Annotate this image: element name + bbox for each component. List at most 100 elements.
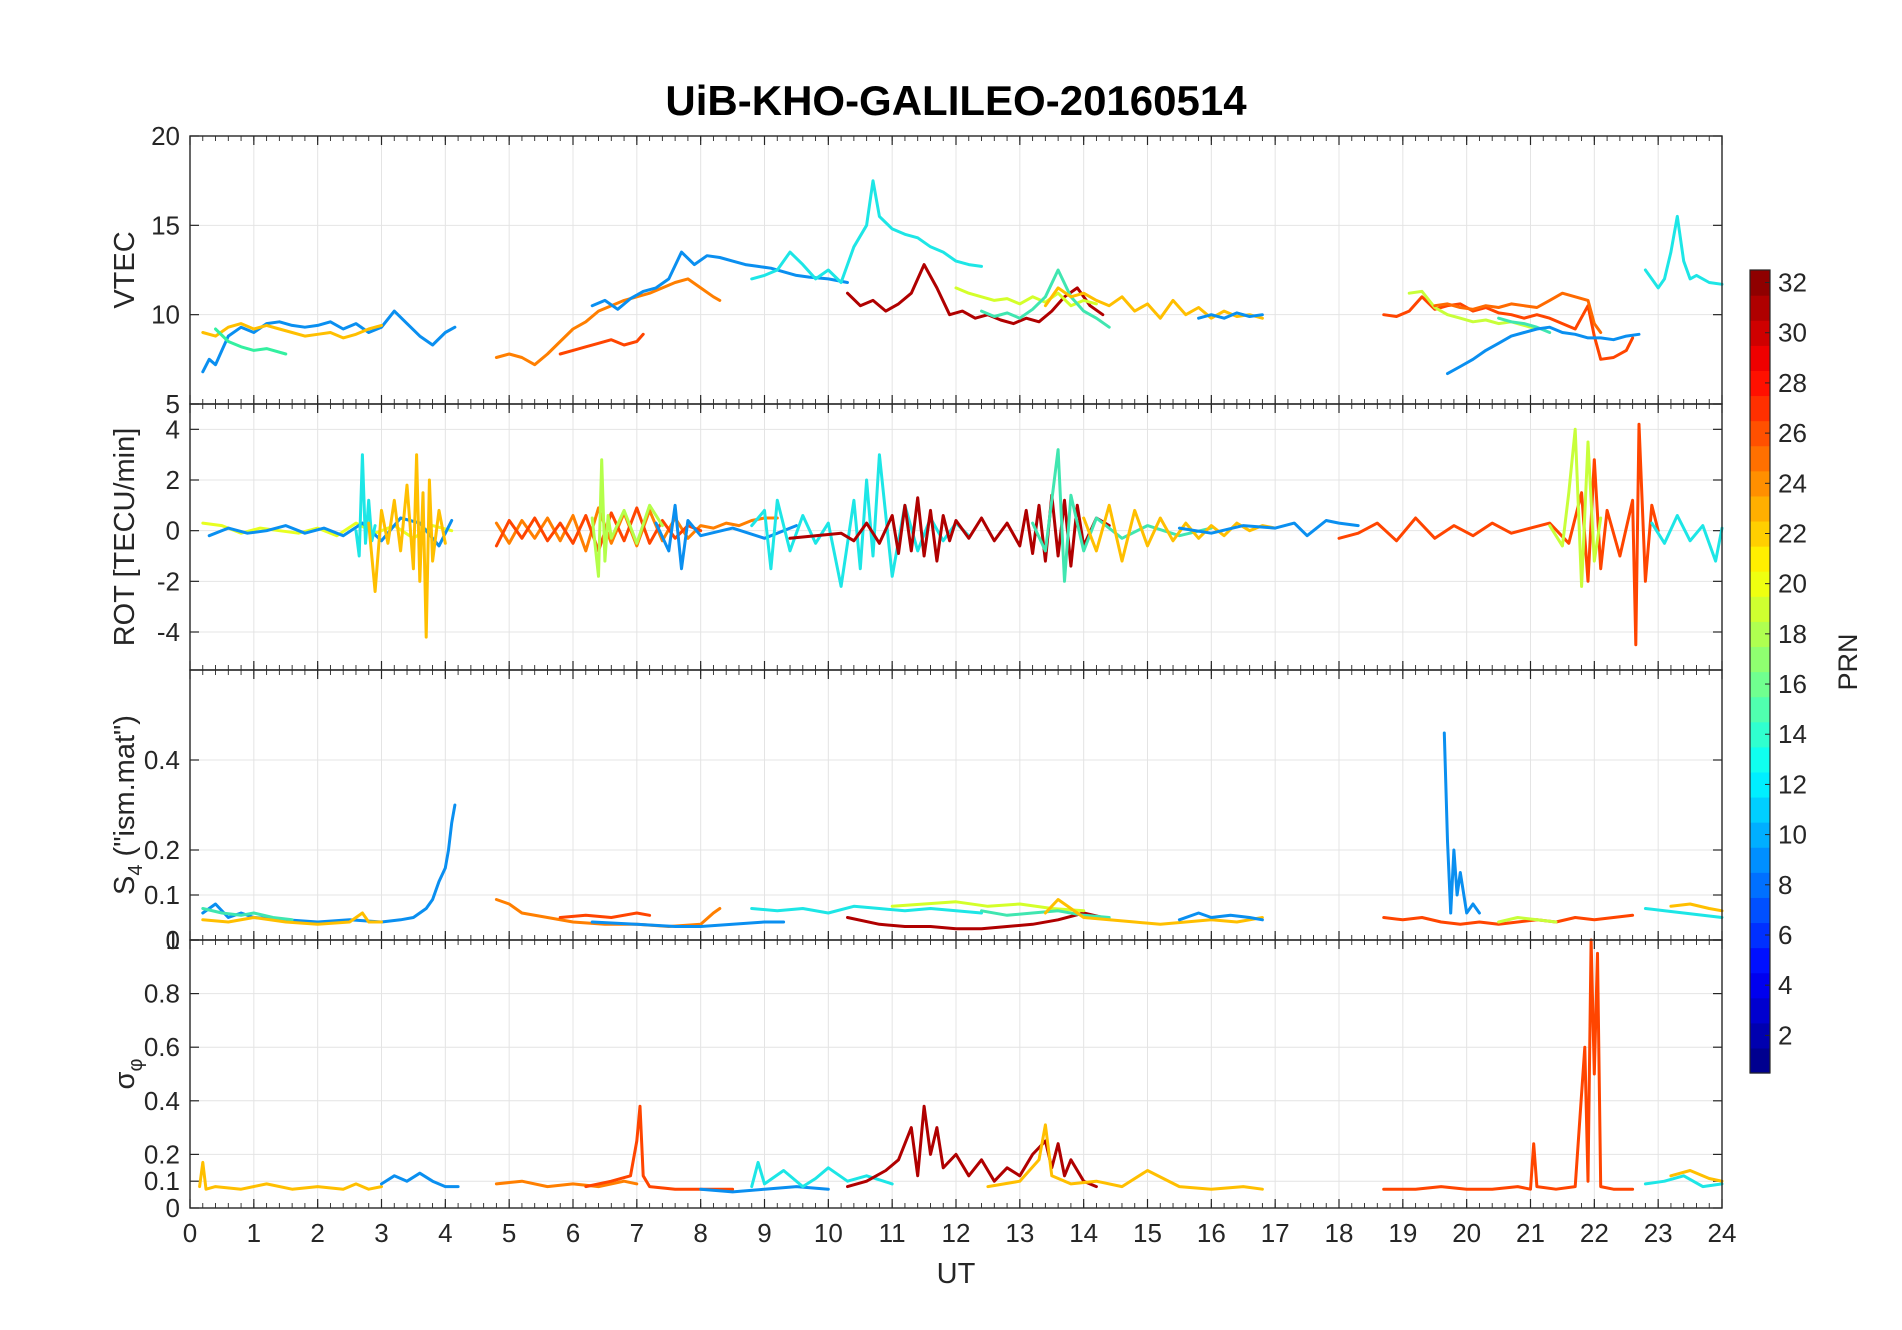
- y-axis-label-main: S: [109, 876, 141, 895]
- series-line: [750, 1160, 894, 1189]
- x-tick-label: 24: [1708, 1218, 1737, 1248]
- series-line: [1382, 938, 1635, 1191]
- series-line: [954, 286, 1098, 308]
- colorbar-bin: [1750, 746, 1770, 773]
- panel-vtec: 5 10 15 20 VTEC: [109, 121, 1724, 419]
- colorbar-bin: [1750, 520, 1770, 547]
- y-tick-label: 0.2: [144, 835, 180, 865]
- colorbar-bin: [1750, 872, 1770, 898]
- y-tick-label: 0.4: [144, 1086, 180, 1116]
- x-tick-label: 3: [374, 1218, 388, 1248]
- colorbar-bin: [1750, 671, 1770, 698]
- colorbar-tick-label: 14: [1778, 719, 1807, 749]
- colorbar-tick-label: 20: [1778, 569, 1807, 599]
- colorbar-bin: [1750, 972, 1770, 999]
- colorbar-tick-label: 10: [1778, 820, 1807, 850]
- y-axis-label-rot: ROT [TECU/min]: [109, 428, 141, 647]
- series-line: [1177, 911, 1264, 922]
- series-line: [201, 322, 383, 340]
- colorbar-bin: [1750, 847, 1770, 873]
- colorbar-bin: [1750, 796, 1770, 823]
- series-line: [198, 1160, 383, 1191]
- colorbar-tick-label: 6: [1778, 920, 1792, 950]
- y-tick-label: 0: [166, 925, 180, 955]
- panel-frame: [189, 939, 1723, 1209]
- colorbar-bin: [1750, 822, 1770, 848]
- y-tick-label: 0.8: [144, 979, 180, 1009]
- series-line: [1382, 913, 1635, 926]
- series-line: [1548, 427, 1603, 588]
- y-tick-label: 0.4: [144, 745, 180, 775]
- series-line: [201, 911, 383, 926]
- series-line: [1643, 907, 1724, 919]
- y-tick-label: 0.6: [144, 1032, 180, 1062]
- series-line: [1043, 286, 1264, 320]
- colorbar-bin: [1750, 546, 1770, 572]
- x-tick-label: 4: [438, 1218, 452, 1248]
- colorbar-bin: [1750, 1047, 1770, 1074]
- x-tick-label: 22: [1580, 1218, 1609, 1248]
- series-line: [846, 1104, 1098, 1189]
- series-line: [1643, 214, 1724, 290]
- x-tick-label: 6: [566, 1218, 580, 1248]
- series-line: [590, 250, 849, 311]
- series-line: [590, 458, 664, 578]
- y-axis-label-suffix: ("ism.mat"): [109, 715, 141, 864]
- colorbar-bin: [1750, 1022, 1770, 1049]
- series-line: [750, 904, 983, 915]
- colorbar-bin: [1750, 922, 1770, 949]
- x-tick-label: 15: [1133, 1218, 1162, 1248]
- y-axis-label-main: ROT [TECU/min]: [109, 428, 141, 647]
- x-tick-label: 1: [247, 1218, 261, 1248]
- y-tick-label: -2: [157, 566, 180, 596]
- colorbar-tick-label: 8: [1778, 870, 1792, 900]
- series-line: [1446, 325, 1641, 376]
- x-tick-label: 10: [814, 1218, 843, 1248]
- x-tick-label: 13: [1005, 1218, 1034, 1248]
- colorbar-bin: [1750, 395, 1770, 422]
- series-line: [980, 268, 1111, 329]
- x-tick-label: 17: [1261, 1218, 1290, 1248]
- x-tick-label: 7: [630, 1218, 644, 1248]
- series-line: [1197, 311, 1264, 320]
- series-line: [207, 516, 454, 548]
- colorbar-tick-label: 18: [1778, 619, 1807, 649]
- x-tick-label: 23: [1644, 1218, 1673, 1248]
- y-tick-label: 10: [151, 300, 180, 330]
- colorbar-tick-label: 4: [1778, 970, 1792, 1000]
- colorbar-bin: [1750, 445, 1770, 472]
- colorbar-bin: [1750, 270, 1770, 296]
- series-line: [1382, 295, 1635, 361]
- colorbar-tick-label: 28: [1778, 368, 1807, 398]
- series-line: [654, 503, 798, 571]
- colorbar-tick-label: 30: [1778, 318, 1807, 348]
- colorbar-bin: [1750, 897, 1770, 924]
- x-tick-label: 9: [757, 1218, 771, 1248]
- series-line: [1442, 731, 1481, 915]
- x-tick-label: 5: [502, 1218, 516, 1248]
- series-line: [750, 453, 971, 588]
- y-axis-label-subscript: 4: [125, 865, 147, 876]
- colorbar-tick-label: 32: [1778, 268, 1807, 298]
- colorbar-bin: [1750, 997, 1770, 1024]
- x-tick-label: 14: [1069, 1218, 1098, 1248]
- x-tick-label: 2: [310, 1218, 324, 1248]
- series-line: [750, 179, 983, 284]
- x-axis-label: UT: [937, 1258, 976, 1290]
- series-line: [590, 920, 786, 928]
- colorbar-tick-label: 24: [1778, 468, 1807, 498]
- series-line: [1177, 519, 1360, 538]
- colorbar-tick-label: 16: [1778, 669, 1807, 699]
- y-axis-label-main: σ: [109, 1071, 141, 1089]
- series-line: [494, 1179, 639, 1189]
- series-line: [1043, 898, 1264, 926]
- y-axis-label-main: VTEC: [109, 231, 141, 308]
- colorbar-bin: [1750, 721, 1770, 748]
- series-line: [584, 1104, 735, 1191]
- y-axis-label-subscript: φ: [125, 1059, 147, 1072]
- y-tick-label: 2: [166, 465, 180, 495]
- series-line: [558, 332, 645, 356]
